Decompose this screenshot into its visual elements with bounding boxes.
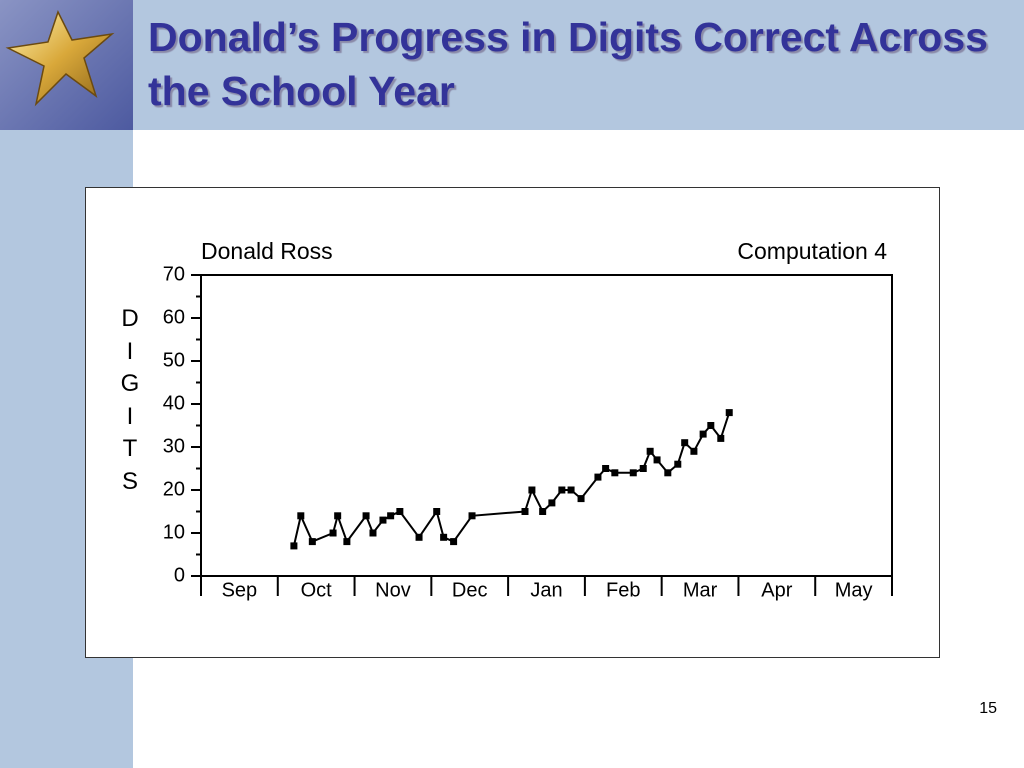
logo	[0, 0, 133, 130]
data-point	[387, 512, 395, 520]
y-axis-label: DIGITS	[120, 305, 140, 495]
slide-title: Donald’s Progress in Digits Correct Acro…	[148, 14, 988, 114]
plot-frame	[200, 274, 893, 577]
top-band	[0, 0, 1024, 130]
data-point	[415, 533, 423, 541]
y-tick-label: 60	[163, 306, 185, 328]
data-point	[681, 439, 689, 447]
x-tick-label: Mar	[683, 579, 718, 601]
data-point	[646, 447, 654, 455]
data-point	[433, 508, 441, 515]
data-point	[611, 469, 619, 477]
data-point	[297, 512, 305, 520]
x-tick-label: Jan	[530, 579, 562, 601]
data-point	[639, 465, 647, 472]
data-point	[539, 508, 547, 515]
data-point	[440, 533, 448, 541]
x-tick-label: Sep	[222, 579, 258, 601]
data-point	[528, 486, 536, 494]
data-point	[602, 465, 610, 472]
data-point	[558, 486, 566, 494]
x-tick-label: May	[835, 579, 873, 601]
y-tick-label: 70	[163, 263, 185, 285]
data-point	[629, 469, 637, 477]
data-point	[707, 422, 715, 429]
x-tick-label: Apr	[761, 579, 792, 601]
data-point	[343, 538, 351, 546]
x-tick-label: Dec	[452, 579, 488, 601]
y-tick-label: 30	[163, 435, 185, 457]
y-tick-label: 50	[163, 349, 185, 371]
data-line	[292, 412, 731, 547]
chart-subtitle: Computation 4	[737, 238, 887, 264]
data-point	[664, 469, 672, 477]
data-point	[468, 512, 476, 520]
data-point	[379, 516, 387, 524]
data-point	[699, 430, 707, 438]
data-point	[577, 495, 585, 503]
data-point	[653, 456, 661, 464]
y-tick-label: 20	[163, 478, 185, 500]
data-point	[548, 499, 556, 507]
data-point	[308, 538, 316, 546]
x-tick-label: Feb	[606, 579, 640, 601]
data-point	[334, 512, 342, 520]
data-point	[594, 473, 602, 481]
data-point	[725, 409, 733, 417]
data-point	[369, 529, 377, 537]
page-number: 15	[979, 700, 997, 717]
data-point	[362, 512, 370, 520]
data-point	[717, 434, 725, 442]
chart-title: Donald Ross	[201, 238, 333, 264]
x-tick-label: Nov	[375, 579, 411, 601]
chart-frame	[85, 187, 940, 658]
data-point	[567, 486, 575, 494]
data-point	[450, 538, 458, 546]
x-tick-label: Oct	[301, 579, 333, 601]
y-tick-label: 40	[163, 392, 185, 414]
data-point	[290, 542, 298, 550]
data-point	[396, 508, 404, 515]
y-tick-label: 10	[163, 521, 185, 543]
data-point	[690, 447, 698, 455]
data-point	[674, 460, 682, 468]
data-point	[329, 529, 337, 537]
data-point	[521, 508, 529, 515]
y-tick-label: 0	[174, 564, 185, 586]
